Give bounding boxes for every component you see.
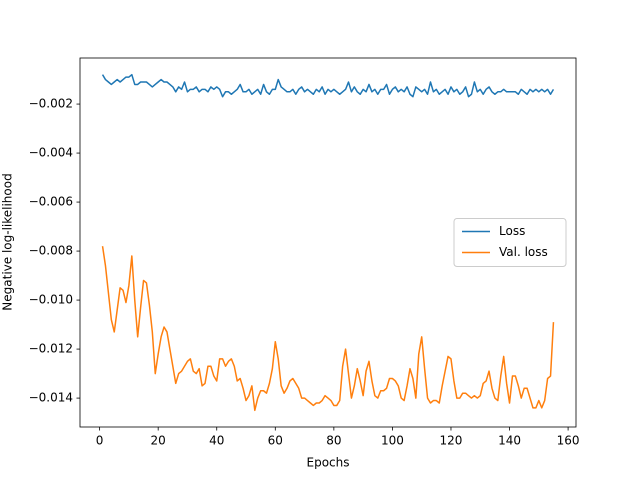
x-tick-label: 40: [209, 434, 224, 448]
x-tick-label: 140: [498, 434, 521, 448]
plot-frame: [79, 57, 577, 428]
y-axis-label: Negative log-likelihood: [1, 173, 15, 310]
x-tick-label: 80: [326, 434, 341, 448]
x-axis-label: Epochs: [307, 456, 350, 470]
x-tick-label: 100: [381, 434, 404, 448]
legend-label: Val. loss: [499, 245, 548, 259]
y-tick-label: −0.010: [29, 293, 73, 307]
y-tick-label: −0.006: [29, 195, 73, 209]
legend-label: Loss: [499, 224, 525, 238]
x-tick-label: 20: [151, 434, 166, 448]
y-tick-label: −0.004: [29, 146, 73, 160]
x-tick-label: 120: [440, 434, 463, 448]
x-tick-label: 0: [96, 434, 104, 448]
y-tick-label: −0.008: [29, 244, 73, 258]
y-tick-label: −0.002: [29, 97, 73, 111]
y-tick-label: −0.014: [29, 391, 73, 405]
x-tick-label: 60: [268, 434, 283, 448]
legend-box: [453, 218, 567, 267]
x-tick-label: 160: [557, 434, 580, 448]
line-series: [101, 246, 555, 412]
line-series: [101, 73, 555, 98]
y-tick-label: −0.012: [29, 342, 73, 356]
